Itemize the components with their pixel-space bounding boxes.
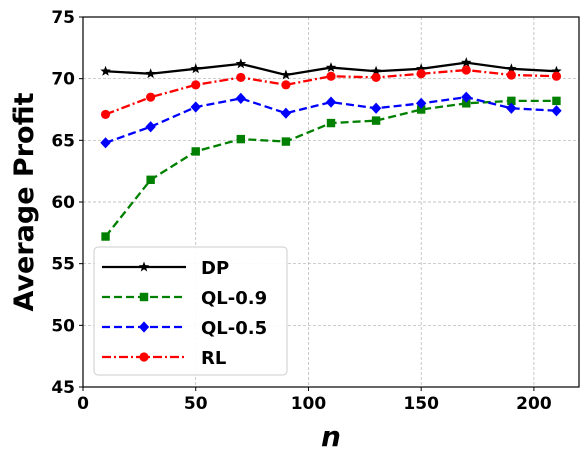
data-point-star bbox=[138, 261, 150, 272]
x-axis-title: n bbox=[321, 420, 341, 453]
data-point-circle bbox=[506, 70, 516, 80]
data-point-diamond bbox=[551, 105, 562, 117]
data-point-circle bbox=[139, 352, 149, 362]
x-tick-label: 200 bbox=[516, 394, 552, 414]
data-point-circle bbox=[146, 92, 156, 102]
data-point-square bbox=[281, 137, 291, 146]
data-point-square bbox=[191, 147, 200, 156]
legend-item: QL-0.9 bbox=[102, 288, 267, 309]
data-point-diamond bbox=[280, 107, 292, 119]
data-point-square bbox=[101, 232, 110, 241]
legend-label: QL-0.9 bbox=[201, 288, 267, 309]
y-tick-label: 45 bbox=[51, 378, 75, 398]
data-point-diamond bbox=[506, 102, 517, 114]
data-point-diamond bbox=[145, 121, 156, 133]
data-point-square bbox=[416, 105, 426, 114]
data-point-circle bbox=[416, 69, 426, 79]
data-point-diamond bbox=[370, 102, 382, 114]
data-point-star bbox=[325, 62, 337, 73]
legend-item: QL-0.5 bbox=[102, 318, 267, 339]
data-point-star bbox=[235, 58, 247, 69]
data-point-circle bbox=[100, 109, 111, 120]
legend-item: RL bbox=[102, 348, 226, 369]
data-point-circle bbox=[461, 65, 471, 75]
data-point-square bbox=[507, 96, 516, 106]
legend-label: QL-0.5 bbox=[201, 318, 267, 339]
data-point-star bbox=[415, 63, 427, 74]
y-tick-label: 75 bbox=[51, 8, 75, 28]
data-point-square bbox=[146, 175, 155, 184]
data-point-square bbox=[462, 99, 471, 108]
data-point-circle bbox=[236, 72, 246, 83]
data-point-square bbox=[371, 116, 381, 125]
data-point-diamond bbox=[235, 92, 247, 104]
data-point-diamond bbox=[138, 321, 150, 333]
data-point-circle bbox=[281, 80, 291, 90]
data-point-square bbox=[326, 118, 336, 128]
data-point-star bbox=[370, 65, 382, 76]
data-point-star bbox=[461, 57, 472, 68]
data-point-star bbox=[506, 63, 517, 74]
data-point-diamond bbox=[415, 97, 427, 109]
y-tick-label: 60 bbox=[51, 193, 75, 213]
data-point-star bbox=[190, 63, 201, 74]
legend-box bbox=[93, 246, 288, 376]
data-point-star bbox=[145, 68, 156, 79]
series-line bbox=[105, 96, 557, 144]
data-point-diamond bbox=[190, 101, 201, 113]
y-axis-title: Average Profit bbox=[9, 92, 40, 311]
x-tick-label: 150 bbox=[403, 394, 439, 414]
y-tick-label: 65 bbox=[51, 131, 75, 151]
data-point-diamond bbox=[461, 91, 472, 103]
series-rl bbox=[100, 65, 562, 120]
data-point-square bbox=[139, 292, 149, 302]
series-layer bbox=[100, 57, 562, 241]
x-tick-label: 50 bbox=[184, 394, 208, 414]
series-ql-0-9 bbox=[101, 96, 561, 241]
legend: DP QL-0.9 QL-0.5 RL bbox=[93, 246, 288, 376]
axis-ticks: 0 50 100 150 200 45 50 55 60 65 70 75 bbox=[51, 8, 551, 414]
data-point-circle bbox=[551, 71, 562, 81]
data-point-diamond bbox=[100, 137, 111, 149]
data-point-circle bbox=[191, 80, 201, 90]
data-point-square bbox=[552, 96, 561, 106]
data-point-diamond bbox=[325, 96, 337, 108]
data-point-star bbox=[280, 69, 292, 80]
y-tick-label: 70 bbox=[51, 70, 75, 90]
legend-item: DP bbox=[102, 258, 229, 279]
series-dp bbox=[100, 57, 562, 80]
data-point-star bbox=[551, 65, 562, 76]
data-point-circle bbox=[326, 71, 336, 81]
data-point-circle bbox=[371, 72, 381, 83]
y-tick-label: 50 bbox=[51, 316, 75, 336]
x-tick-label: 0 bbox=[77, 394, 89, 414]
series-ql-0-5 bbox=[100, 91, 562, 149]
y-tick-label: 55 bbox=[51, 255, 75, 275]
legend-label: DP bbox=[201, 258, 229, 279]
data-point-star bbox=[100, 65, 111, 76]
data-point-square bbox=[236, 134, 246, 144]
legend-label: RL bbox=[201, 348, 226, 369]
x-tick-label: 100 bbox=[291, 394, 327, 414]
